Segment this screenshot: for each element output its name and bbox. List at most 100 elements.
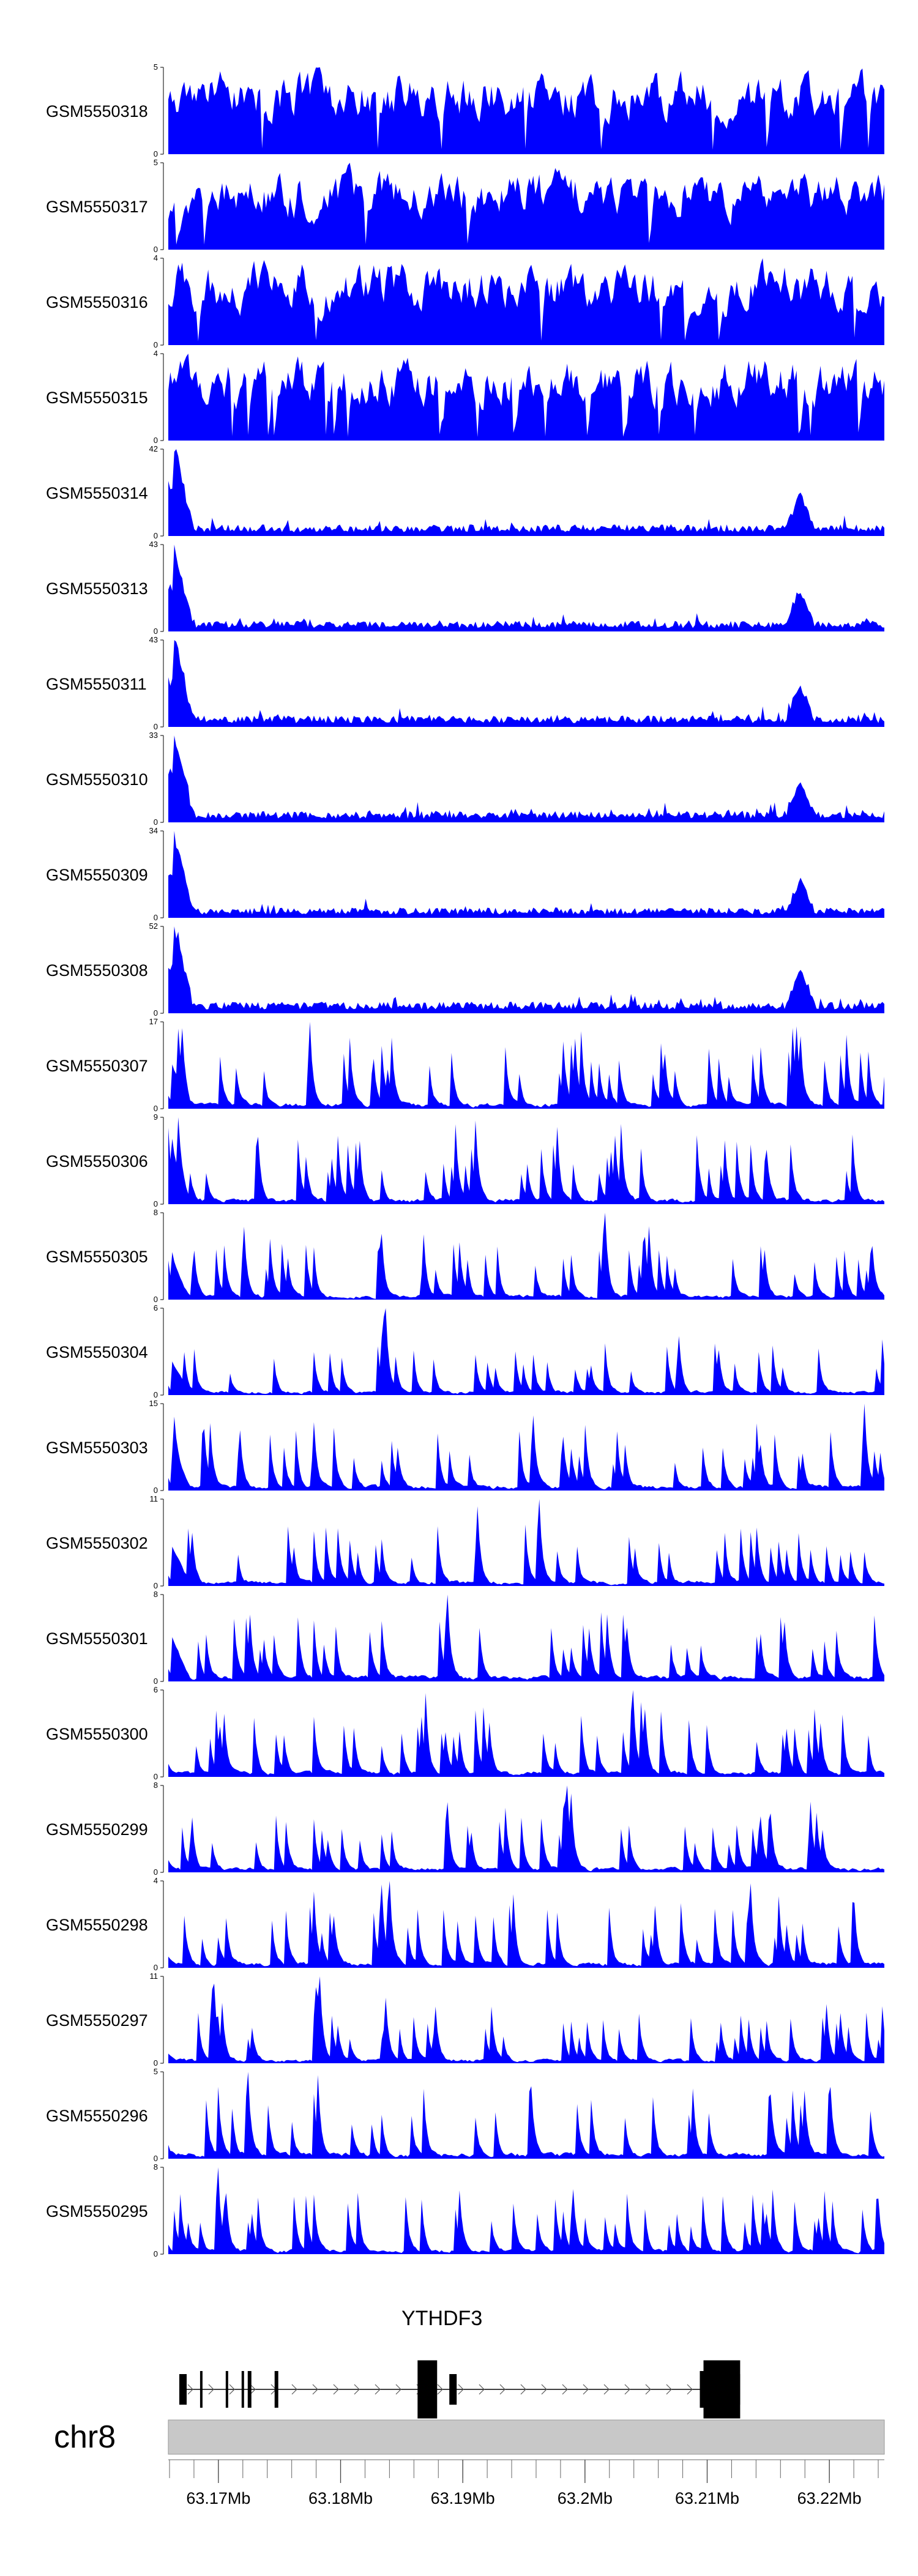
coverage-area — [168, 1022, 884, 1109]
track: GSM5550317 5 0 — [46, 158, 884, 254]
y-zero-label: 0 — [154, 913, 158, 922]
track-label: GSM5550295 — [46, 2202, 148, 2220]
y-zero-label: 0 — [154, 627, 158, 636]
y-zero-label: 0 — [154, 1390, 158, 1399]
y-max-label: 5 — [154, 158, 158, 167]
track: GSM5550299 8 0 — [46, 1781, 884, 1877]
y-max-label: 5 — [154, 2067, 158, 2076]
track: GSM5550318 5 0 — [46, 62, 884, 158]
coverage-area — [168, 1308, 884, 1395]
track: GSM5550304 6 0 — [46, 1303, 884, 1399]
track: GSM5550303 15 0 — [46, 1399, 884, 1495]
y-zero-label: 0 — [154, 1963, 158, 1972]
y-zero-label: 0 — [154, 1677, 158, 1686]
axis-tick-label: 63.22Mb — [797, 2489, 862, 2507]
y-zero-label: 0 — [154, 531, 158, 540]
strand-chevron — [666, 2384, 672, 2395]
y-max-label: 11 — [150, 1971, 159, 1981]
track-label: GSM5550313 — [46, 579, 148, 598]
y-max-label: 11 — [150, 1494, 159, 1503]
track-label: GSM5550303 — [46, 1439, 148, 1457]
coverage-area — [168, 258, 884, 345]
coverage-area — [168, 545, 884, 631]
strand-chevron — [395, 2384, 401, 2395]
exon — [241, 2371, 244, 2408]
track-label: GSM5550317 — [46, 198, 148, 216]
track-label: GSM5550318 — [46, 102, 148, 121]
coverage-area — [168, 1785, 884, 1872]
strand-chevron — [375, 2384, 381, 2395]
gene-model: YTHDF3 — [179, 2307, 741, 2419]
coverage-area — [168, 1213, 884, 1300]
track-label: GSM5550305 — [46, 1248, 148, 1266]
y-max-label: 4 — [154, 253, 158, 262]
coverage-area — [168, 67, 884, 154]
y-max-label: 4 — [154, 349, 158, 358]
y-zero-label: 0 — [154, 1772, 158, 1781]
coverage-area — [168, 1595, 884, 1681]
coverage-area — [168, 354, 884, 441]
chromosome-ideogram — [168, 2419, 885, 2455]
track: GSM5550302 11 0 — [46, 1494, 884, 1590]
track-label: GSM5550311 — [46, 675, 147, 693]
strand-chevron — [187, 2384, 193, 2395]
track: GSM5550310 33 0 — [46, 731, 884, 827]
y-max-label: 42 — [149, 444, 158, 453]
strand-chevron — [562, 2384, 568, 2395]
track-label: GSM5550299 — [46, 1820, 148, 1839]
coverage-area — [168, 2167, 884, 2254]
axis-tick-label: 63.2Mb — [558, 2489, 613, 2507]
strand-chevron — [583, 2384, 589, 2395]
axis-tick-label: 63.17Mb — [186, 2489, 250, 2507]
y-zero-label: 0 — [154, 1104, 158, 1113]
y-max-label: 34 — [149, 826, 158, 835]
y-zero-label: 0 — [154, 436, 158, 445]
exon — [700, 2371, 704, 2408]
track-label: GSM5550310 — [46, 770, 148, 789]
y-max-label: 43 — [149, 635, 158, 644]
strand-chevron — [291, 2384, 297, 2395]
strand-chevron — [645, 2384, 651, 2395]
track-label: GSM5550315 — [46, 389, 148, 407]
track: GSM5550309 34 0 — [46, 826, 884, 922]
y-max-label: 15 — [149, 1399, 158, 1408]
track: GSM5550308 52 0 — [46, 921, 884, 1018]
track: GSM5550314 42 0 — [46, 444, 884, 540]
coverage-area — [168, 1690, 884, 1777]
strand-chevron — [624, 2384, 630, 2395]
exon — [225, 2371, 228, 2408]
exon — [703, 2374, 741, 2405]
track: GSM5550311 43 0 — [46, 635, 884, 731]
y-zero-label: 0 — [154, 1581, 158, 1590]
strand-chevron — [687, 2384, 693, 2395]
coverage-area — [168, 1499, 884, 1586]
strand-chevron — [354, 2384, 360, 2395]
track-label: GSM5550307 — [46, 1057, 148, 1075]
y-max-label: 8 — [154, 1590, 158, 1599]
y-max-label: 33 — [149, 731, 158, 740]
track-label: GSM5550308 — [46, 961, 148, 980]
track-label: GSM5550296 — [46, 2107, 148, 2125]
track: GSM5550300 6 0 — [46, 1685, 884, 1781]
track-label: GSM5550309 — [46, 866, 148, 884]
track-label: GSM5550300 — [46, 1725, 148, 1743]
strand-chevron — [437, 2384, 443, 2395]
strand-chevron — [250, 2384, 256, 2395]
track: GSM5550298 4 0 — [46, 1876, 884, 1972]
chromosome-label: chr8 — [54, 2419, 116, 2455]
y-max-label: 52 — [149, 921, 158, 931]
track-label: GSM5550301 — [46, 1629, 148, 1648]
track: GSM5550306 9 0 — [46, 1112, 884, 1208]
y-max-label: 9 — [154, 1112, 158, 1122]
coverage-area — [168, 1976, 884, 2063]
track: GSM5550295 8 0 — [46, 2162, 884, 2258]
y-zero-label: 0 — [154, 2154, 158, 2163]
y-zero-label: 0 — [154, 1008, 158, 1018]
y-max-label: 8 — [154, 1208, 158, 1217]
y-zero-label: 0 — [154, 1867, 158, 1877]
coverage-tracks: GSM555031850GSM555031750GSM555031640GSM5… — [46, 62, 884, 2258]
y-zero-label: 0 — [154, 245, 158, 254]
exon — [417, 2360, 438, 2419]
y-zero-label: 0 — [154, 1295, 158, 1304]
y-zero-label: 0 — [154, 1486, 158, 1495]
